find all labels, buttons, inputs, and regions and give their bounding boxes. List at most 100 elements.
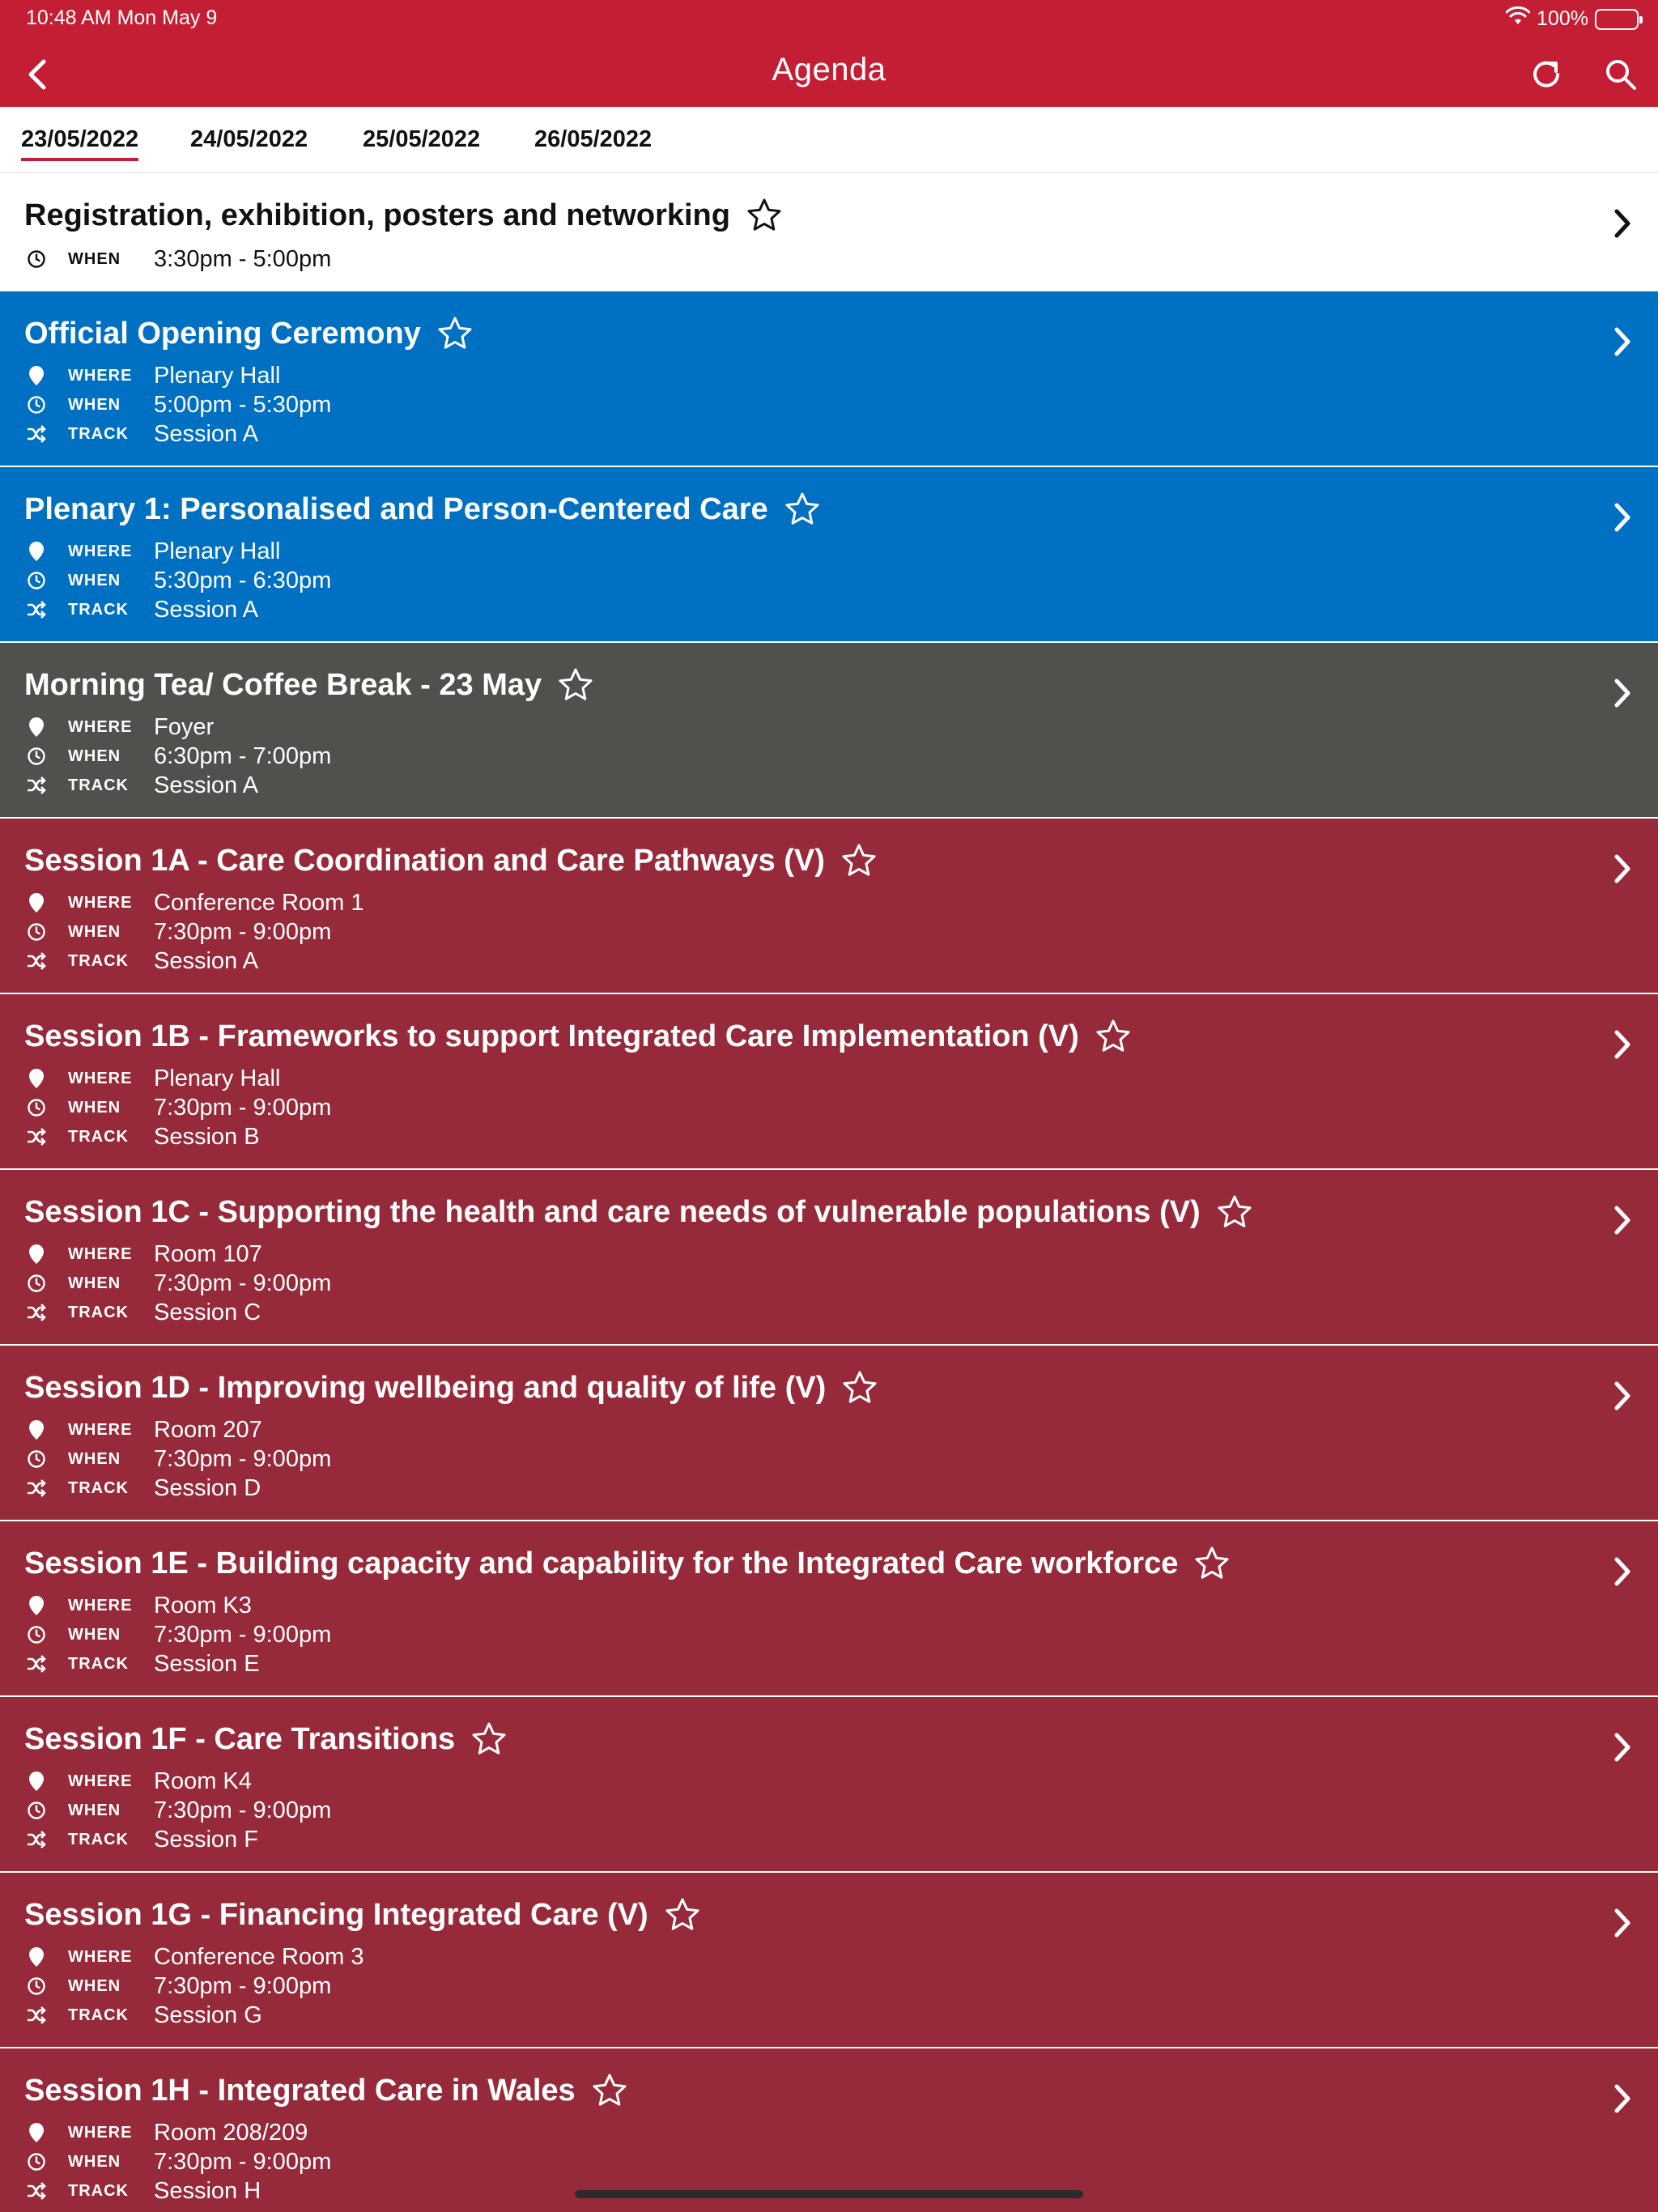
- agenda-item[interactable]: Session 1H - Integrated Care in Wales WH…: [0, 2048, 1658, 2212]
- session-track: TRACK Session A: [24, 596, 258, 623]
- tab-date-2[interactable]: 24/05/2022: [190, 126, 308, 152]
- session-where: WHERE Room K4: [24, 1767, 252, 1795]
- shuffle-icon: [24, 1827, 49, 1852]
- back-button[interactable]: [13, 50, 62, 99]
- session-when: WHEN 7:30pm - 9:00pm: [24, 1797, 331, 1824]
- status-time: 10:48 AM Mon May 9: [26, 6, 218, 29]
- session-title-row: Session 1G - Financing Integrated Care (…: [24, 1897, 700, 1933]
- where-value: Plenary Hall: [154, 1065, 281, 1091]
- session-track: TRACK Session H: [24, 2177, 261, 2205]
- session-where: WHERE Room 107: [24, 1240, 262, 1268]
- session-title: Registration, exhibition, posters and ne…: [24, 198, 730, 232]
- where-label: WHERE: [68, 1420, 133, 1439]
- where-label: WHERE: [68, 1596, 133, 1614]
- track-value: Session C: [154, 1299, 261, 1325]
- agenda-item[interactable]: Session 1E - Building capacity and capab…: [0, 1521, 1658, 1697]
- refresh-icon: [1533, 61, 1559, 87]
- agenda-item[interactable]: Plenary 1: Personalised and Person-Cente…: [0, 467, 1658, 643]
- favorite-star-icon[interactable]: [1217, 1194, 1252, 1230]
- favorite-star-icon[interactable]: [842, 1370, 878, 1406]
- when-value: 3:30pm - 5:00pm: [154, 245, 332, 272]
- session-title: Session 1E - Building capacity and capab…: [24, 1546, 1179, 1580]
- search-button[interactable]: [1596, 50, 1645, 99]
- agenda-item[interactable]: Session 1A - Care Coordination and Care …: [0, 819, 1658, 994]
- session-when: WHEN 7:30pm - 9:00pm: [24, 1972, 331, 2000]
- session-where: WHERE Plenary Hall: [24, 362, 280, 389]
- session-track: TRACK Session A: [24, 420, 258, 448]
- favorite-star-icon[interactable]: [1194, 1546, 1230, 1581]
- favorite-star-icon[interactable]: [471, 1721, 507, 1757]
- session-where: WHERE Room 208/209: [24, 2119, 308, 2146]
- favorite-star-icon[interactable]: [784, 491, 820, 527]
- tab-date-3[interactable]: 25/05/2022: [363, 126, 481, 152]
- track-value: Session F: [154, 1826, 258, 1853]
- favorite-star-icon[interactable]: [558, 667, 593, 703]
- session-title: Session 1C - Supporting the health and c…: [24, 1194, 1201, 1229]
- when-label: WHEN: [68, 249, 121, 268]
- favorite-star-icon[interactable]: [746, 198, 782, 233]
- wifi-icon: [1505, 6, 1531, 32]
- favorite-star-icon[interactable]: [841, 843, 877, 878]
- location-pin-icon: [24, 1242, 49, 1266]
- favorite-star-icon[interactable]: [1095, 1019, 1131, 1054]
- session-title-row: Plenary 1: Personalised and Person-Cente…: [24, 491, 820, 527]
- search-icon: [1606, 60, 1636, 90]
- when-value: 7:30pm - 9:00pm: [154, 1445, 332, 1472]
- session-when: WHEN 5:30pm - 6:30pm: [24, 567, 331, 594]
- session-title: Session 1D - Improving wellbeing and qua…: [24, 1370, 827, 1405]
- where-label: WHERE: [68, 542, 133, 560]
- session-title-row: Session 1E - Building capacity and capab…: [24, 1546, 1230, 1581]
- favorite-star-icon[interactable]: [592, 2073, 627, 2108]
- session-track: TRACK Session A: [24, 947, 258, 975]
- where-label: WHERE: [68, 366, 133, 385]
- session-title-row: Session 1A - Care Coordination and Care …: [24, 843, 877, 878]
- track-value: Session A: [154, 772, 258, 798]
- agenda-list: Registration, exhibition, posters and ne…: [0, 173, 1658, 2212]
- clock-icon: [24, 2150, 49, 2174]
- where-value: Room 208/209: [154, 2119, 308, 2146]
- refresh-button[interactable]: [1522, 50, 1571, 99]
- track-value: Session G: [154, 2001, 262, 2028]
- when-label: WHEN: [68, 1449, 121, 1468]
- agenda-item[interactable]: Session 1D - Improving wellbeing and qua…: [0, 1346, 1658, 1521]
- agenda-item[interactable]: Session 1B - Frameworks to support Integ…: [0, 994, 1658, 1170]
- where-value: Room K4: [154, 1767, 252, 1794]
- session-title-row: Official Opening Ceremony: [24, 316, 473, 351]
- chevron-right-icon: [1605, 324, 1640, 359]
- favorite-star-icon[interactable]: [437, 316, 473, 351]
- when-label: WHEN: [68, 922, 121, 941]
- agenda-item[interactable]: Official Opening Ceremony WHERE Plenary …: [0, 291, 1658, 467]
- chevron-right-icon: [1605, 206, 1640, 241]
- when-value: 7:30pm - 9:00pm: [154, 1972, 332, 1999]
- when-label: WHEN: [68, 2152, 121, 2171]
- favorite-star-icon[interactable]: [665, 1897, 700, 1933]
- agenda-item[interactable]: Registration, exhibition, posters and ne…: [0, 173, 1658, 291]
- header-bar: 10:48 AM Mon May 9 100% Agenda: [0, 0, 1658, 107]
- agenda-item[interactable]: Session 1G - Financing Integrated Care (…: [0, 1873, 1658, 2048]
- track-label: TRACK: [68, 424, 129, 443]
- location-pin-icon: [24, 891, 49, 915]
- agenda-item[interactable]: Morning Tea/ Coffee Break - 23 May WHERE…: [0, 643, 1658, 819]
- track-label: TRACK: [68, 2181, 129, 2200]
- tab-date-1[interactable]: 23/05/2022: [21, 126, 139, 161]
- page-title: Agenda: [772, 52, 886, 87]
- battery-icon: [1595, 8, 1643, 30]
- location-pin-icon: [24, 715, 49, 739]
- chevron-right-icon: [1605, 1202, 1640, 1238]
- session-title: Morning Tea/ Coffee Break - 23 May: [24, 667, 542, 702]
- clock-icon: [24, 1798, 49, 1823]
- chevron-left-icon: [28, 59, 46, 90]
- where-value: Plenary Hall: [154, 538, 281, 564]
- tab-date-4[interactable]: 26/05/2022: [534, 126, 653, 152]
- session-where: WHERE Plenary Hall: [24, 1065, 280, 1092]
- session-title: Session 1H - Integrated Care in Wales: [24, 2073, 576, 2108]
- agenda-item[interactable]: Session 1C - Supporting the health and c…: [0, 1170, 1658, 1346]
- session-title: Plenary 1: Personalised and Person-Cente…: [24, 491, 768, 526]
- location-pin-icon: [24, 1066, 49, 1091]
- session-title-row: Session 1B - Frameworks to support Integ…: [24, 1019, 1131, 1054]
- agenda-item[interactable]: Session 1F - Care Transitions WHERE Room…: [0, 1697, 1658, 1873]
- session-title-row: Session 1H - Integrated Care in Wales: [24, 2073, 627, 2108]
- track-label: TRACK: [68, 1478, 129, 1497]
- location-pin-icon: [24, 1593, 49, 1618]
- session-title: Session 1F - Care Transitions: [24, 1721, 456, 1756]
